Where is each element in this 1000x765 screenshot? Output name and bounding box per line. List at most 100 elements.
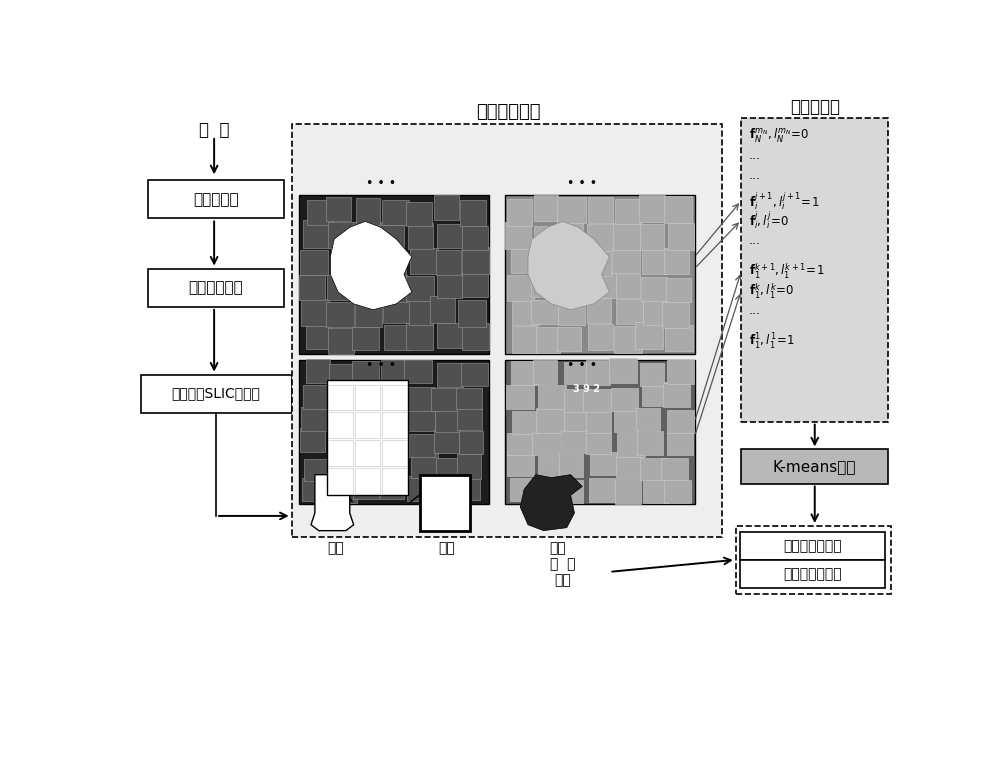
- Bar: [664, 480, 691, 503]
- Bar: [381, 360, 405, 383]
- Text: 接收: 接收: [549, 542, 566, 555]
- Bar: [292, 124, 722, 536]
- Bar: [302, 477, 326, 501]
- Bar: [383, 409, 408, 431]
- Text: $\mathbf{f}_N^{m_N}, l_N^{m_N}\!=\!0$: $\mathbf{f}_N^{m_N}, l_N^{m_N}\!=\!0$: [749, 127, 809, 145]
- Bar: [531, 272, 557, 297]
- Bar: [436, 249, 461, 275]
- Bar: [327, 433, 351, 457]
- Bar: [328, 467, 353, 493]
- Bar: [512, 327, 537, 353]
- Bar: [588, 197, 613, 223]
- Bar: [561, 430, 586, 454]
- Bar: [590, 452, 617, 475]
- Bar: [558, 299, 585, 324]
- Bar: [456, 476, 480, 500]
- Bar: [353, 222, 381, 248]
- Bar: [406, 202, 432, 226]
- Bar: [609, 359, 637, 383]
- Bar: [299, 195, 489, 354]
- Bar: [379, 430, 406, 454]
- Bar: [637, 431, 663, 455]
- Bar: [462, 247, 489, 274]
- Bar: [641, 277, 667, 301]
- Bar: [437, 223, 463, 248]
- Bar: [615, 479, 641, 503]
- Bar: [303, 220, 329, 248]
- Bar: [437, 363, 463, 386]
- Bar: [531, 300, 558, 324]
- Text: ...: ...: [749, 169, 761, 182]
- Text: 反例（背景）集: 反例（背景）集: [783, 567, 842, 581]
- Bar: [616, 299, 643, 324]
- Bar: [461, 363, 488, 386]
- Bar: [534, 226, 561, 252]
- Bar: [666, 278, 691, 301]
- Bar: [456, 388, 482, 409]
- Text: $\mathbf{f}_i^{j}, l_i^{j}\!=\!0$: $\mathbf{f}_i^{j}, l_i^{j}\!=\!0$: [749, 210, 789, 231]
- Bar: [382, 251, 406, 277]
- Text: $\mathbf{f}_1^{k+1}, l_1^{k+1}\!=\!1$: $\mathbf{f}_1^{k+1}, l_1^{k+1}\!=\!1$: [749, 262, 824, 282]
- Bar: [306, 324, 331, 349]
- Bar: [326, 197, 351, 221]
- Bar: [667, 360, 694, 384]
- Bar: [383, 297, 411, 323]
- Text: • • •: • • •: [567, 360, 597, 373]
- Bar: [590, 272, 616, 298]
- Text: 输  出
码本: 输 出 码本: [550, 557, 576, 587]
- Bar: [640, 458, 668, 480]
- Bar: [642, 248, 667, 274]
- Text: 接收: 接收: [438, 542, 455, 555]
- Bar: [382, 200, 409, 225]
- Bar: [586, 432, 611, 454]
- Bar: [538, 456, 565, 481]
- Bar: [564, 389, 591, 412]
- Polygon shape: [528, 221, 609, 310]
- Bar: [378, 457, 406, 479]
- Bar: [585, 251, 611, 276]
- Bar: [352, 327, 379, 350]
- Bar: [328, 440, 353, 466]
- Bar: [533, 477, 557, 501]
- Bar: [355, 467, 380, 493]
- Bar: [643, 298, 670, 325]
- Bar: [384, 325, 410, 350]
- Bar: [457, 408, 482, 430]
- Bar: [307, 200, 333, 225]
- Bar: [379, 384, 405, 406]
- Bar: [614, 410, 638, 432]
- Bar: [409, 434, 435, 457]
- Polygon shape: [311, 474, 354, 531]
- Bar: [353, 476, 379, 499]
- Text: $\mathbf{f}_i^{j+1}, l_i^{j+1}\!=\!1$: $\mathbf{f}_i^{j+1}, l_i^{j+1}\!=\!1$: [749, 190, 819, 212]
- Bar: [564, 362, 592, 384]
- Bar: [507, 275, 534, 301]
- Bar: [557, 327, 581, 351]
- Bar: [382, 412, 407, 438]
- Bar: [635, 321, 663, 349]
- Bar: [328, 412, 353, 438]
- Bar: [426, 480, 464, 526]
- Bar: [437, 324, 465, 348]
- Text: 区域样本集: 区域样本集: [790, 97, 840, 116]
- Bar: [512, 412, 540, 434]
- Bar: [643, 479, 668, 503]
- Bar: [301, 299, 329, 326]
- Polygon shape: [520, 474, 582, 531]
- Bar: [148, 180, 284, 219]
- Bar: [355, 385, 380, 411]
- Bar: [329, 364, 356, 387]
- Bar: [505, 195, 695, 354]
- Bar: [662, 302, 689, 328]
- Bar: [411, 453, 438, 477]
- Bar: [431, 388, 457, 411]
- Bar: [661, 458, 688, 480]
- Bar: [505, 222, 531, 249]
- Bar: [457, 454, 481, 479]
- Text: 正例（前景）集: 正例（前景）集: [783, 539, 842, 553]
- Bar: [434, 430, 459, 453]
- Bar: [404, 360, 432, 383]
- Bar: [301, 408, 329, 431]
- Bar: [536, 409, 564, 433]
- Bar: [326, 302, 354, 327]
